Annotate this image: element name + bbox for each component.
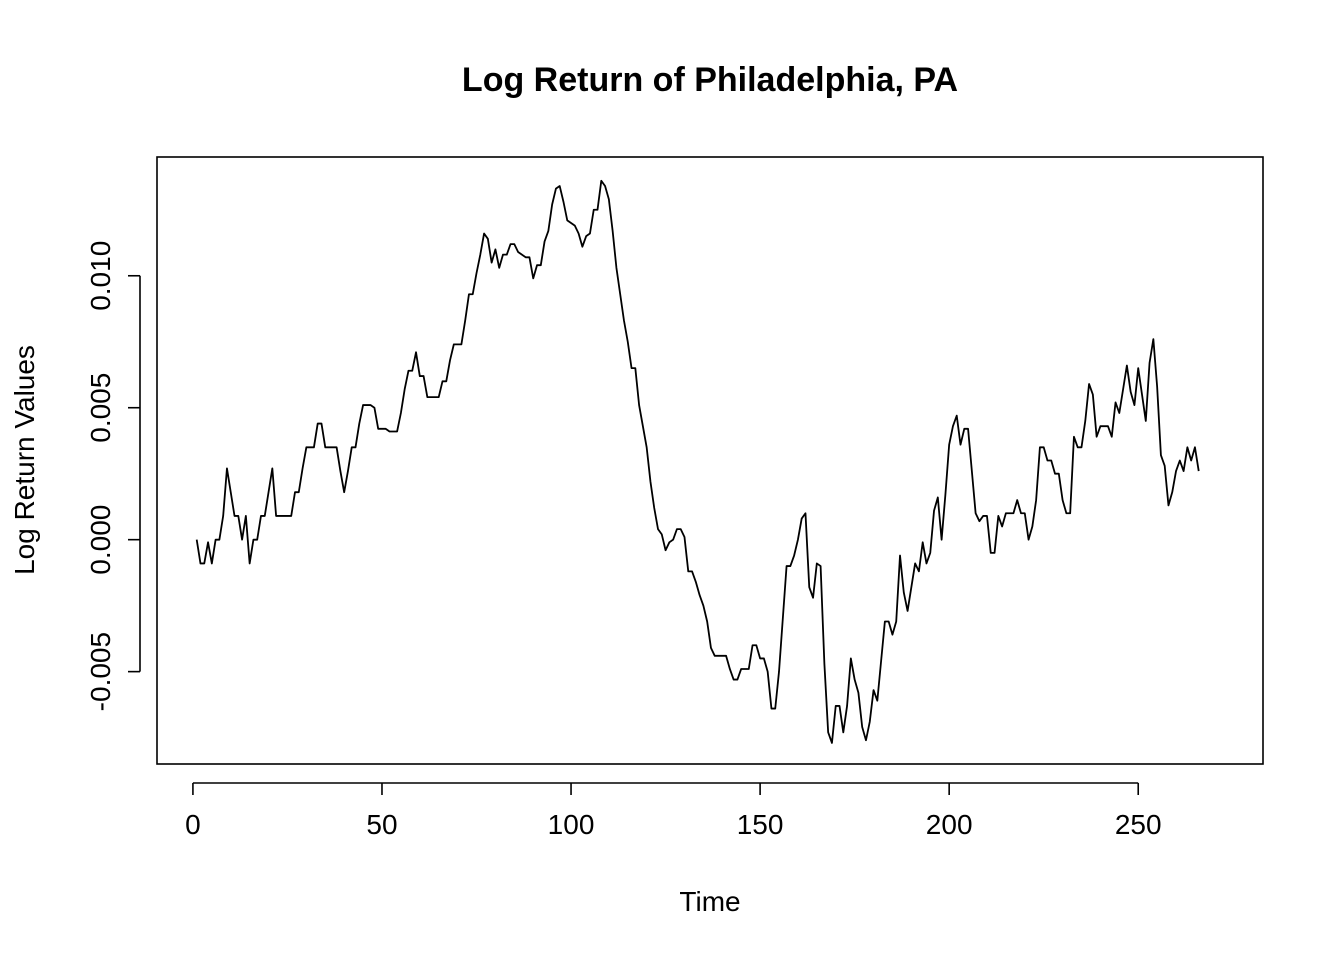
x-tick-label: 250 — [1115, 809, 1162, 840]
series-line — [195, 179, 1200, 744]
x-tick-label: 150 — [737, 809, 784, 840]
x-tick-label: 200 — [926, 809, 973, 840]
x-tick-label: 0 — [185, 809, 201, 840]
y-tick-label: -0.005 — [85, 632, 116, 711]
y-axis: -0.005 0.000 0.005 0.010 — [85, 241, 141, 711]
plot-frame — [156, 156, 1264, 765]
x-tick-label: 50 — [366, 809, 397, 840]
y-axis-label: Log Return Values — [9, 345, 40, 575]
y-tick-label: 0.010 — [85, 241, 116, 311]
y-tick-label: 0.000 — [85, 505, 116, 575]
y-tick-label: 0.005 — [85, 373, 116, 443]
x-axis: 0 50 100 150 200 250 — [185, 782, 1162, 840]
chart-title: Log Return of Philadelphia, PA — [462, 61, 958, 99]
x-axis-label: Time — [679, 886, 740, 917]
x-tick-label: 100 — [548, 809, 595, 840]
